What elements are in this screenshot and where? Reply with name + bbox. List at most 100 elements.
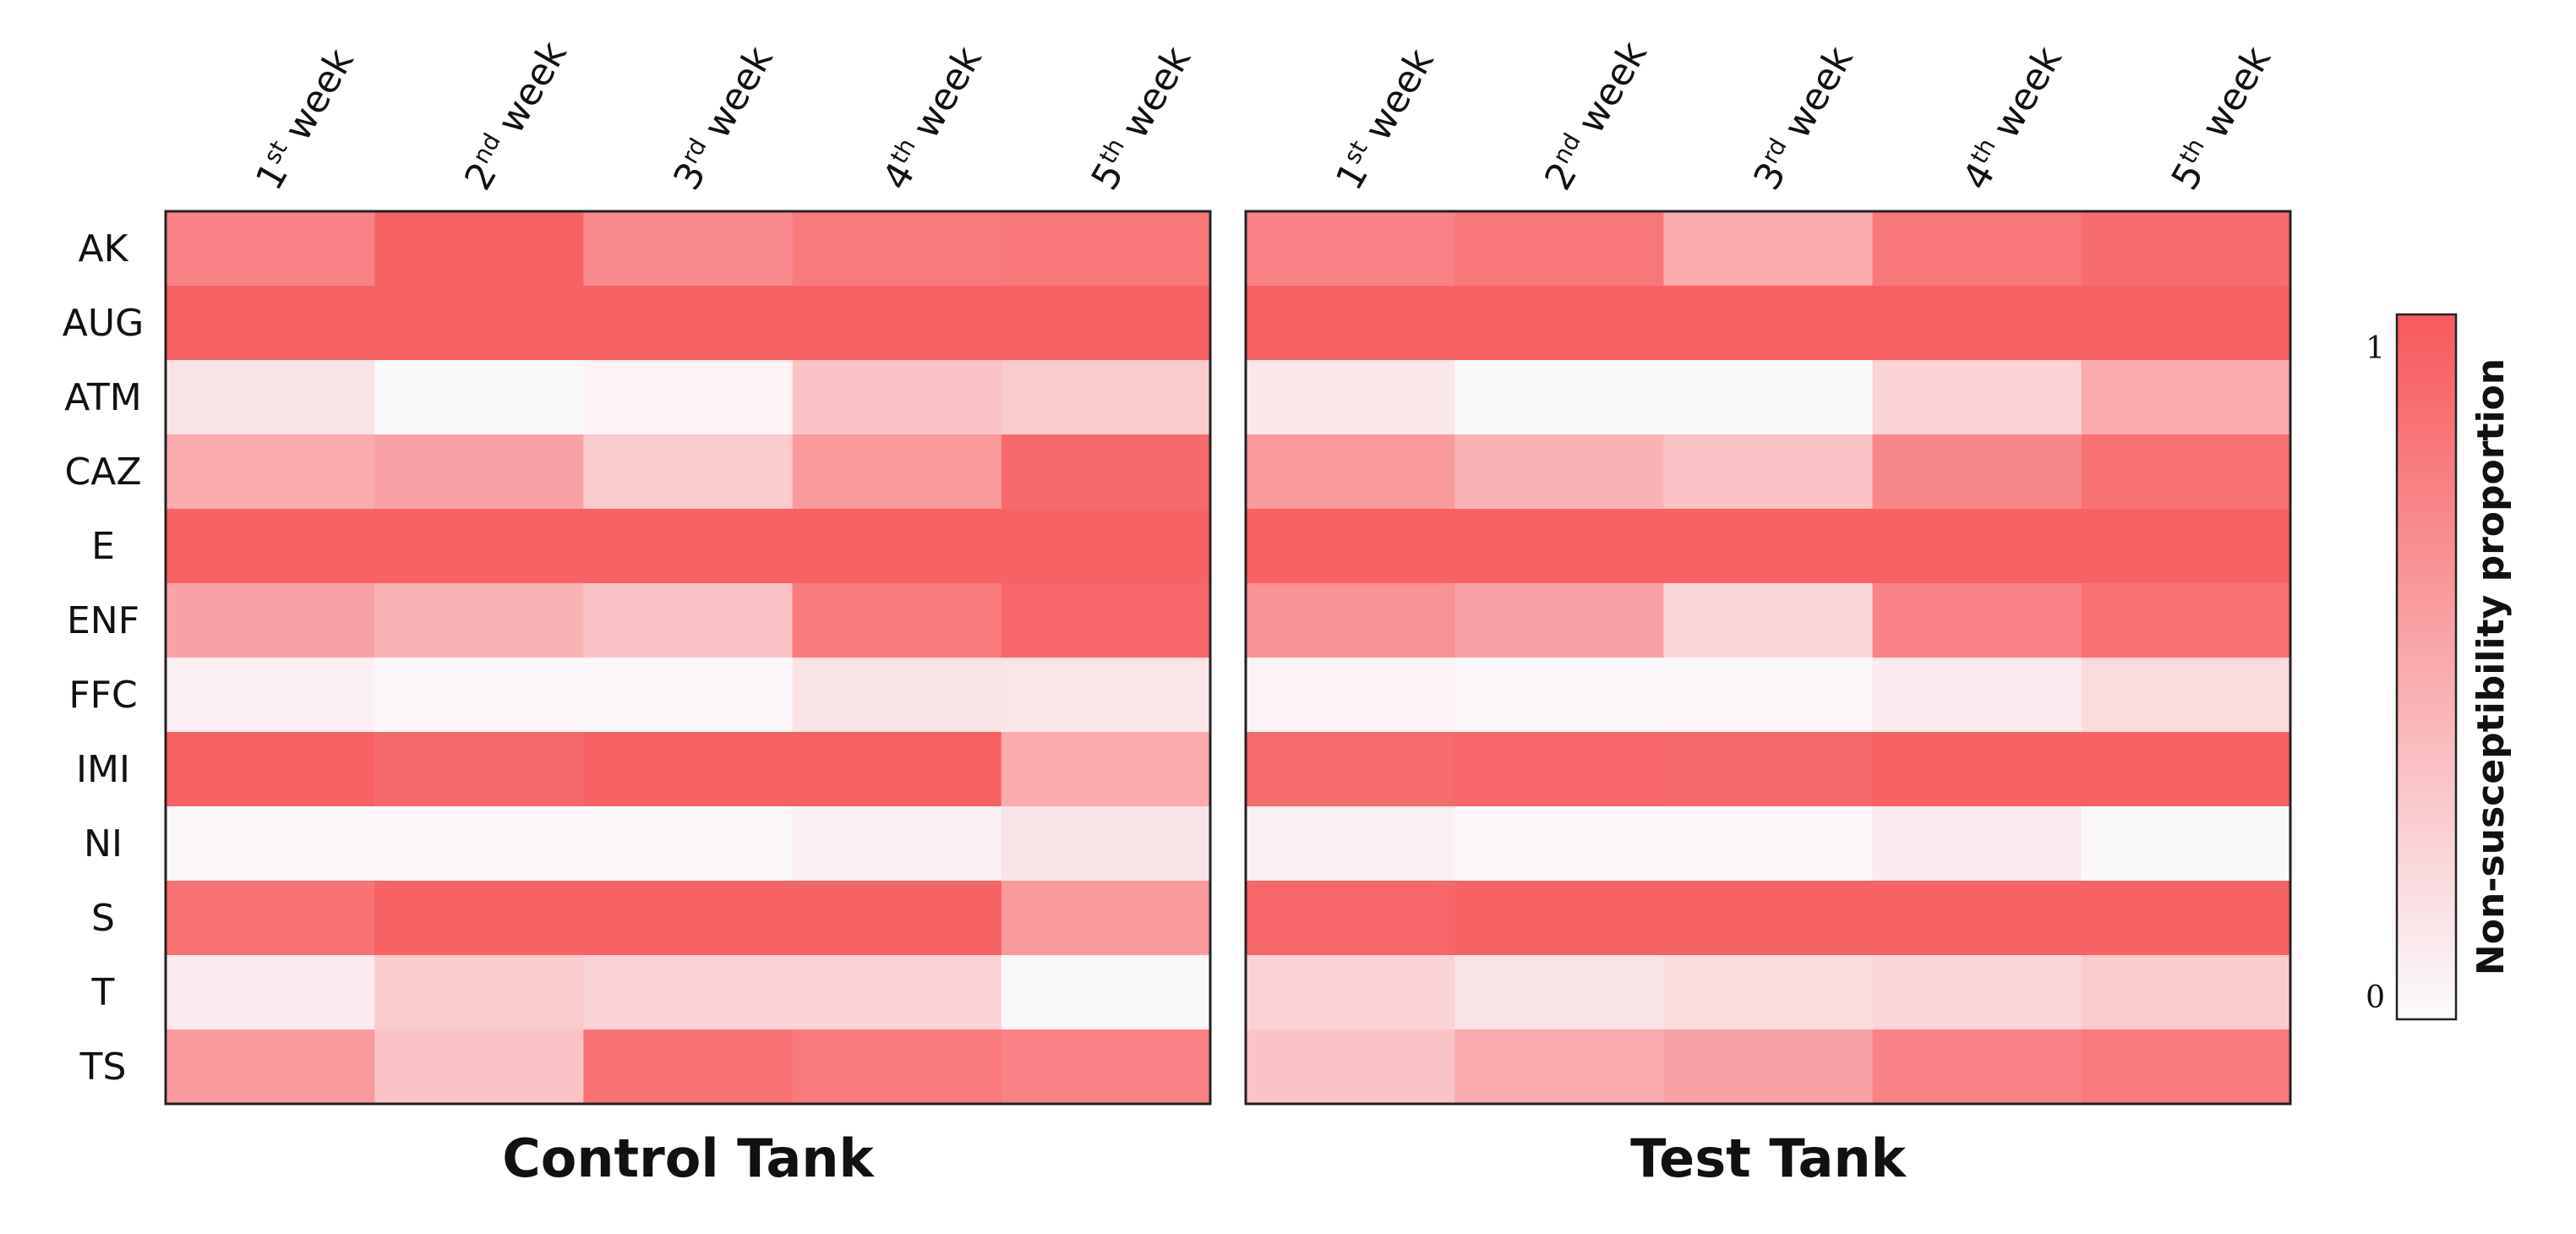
heatmap-cell [583,658,794,733]
row-label: AUG [63,302,144,345]
heatmap-cell [166,955,375,1030]
row-label: IMI [76,748,130,791]
heatmap-panel: 1st week 2nd week 3rd week 4th week 5th week… [164,34,1212,1189]
heatmap-cell [1872,286,2082,361]
heatmap-cell [1001,732,1211,807]
heatmap-cell [2081,360,2291,435]
panel-frame [1244,210,2292,1106]
heatmap-cell [374,583,584,658]
heatmap-cell [1001,955,1211,1030]
row-labels: AK AUG ATM CAZ E ENF FFC IMI NI ST TS [63,227,144,1089]
row-label: CAZ [65,450,142,494]
heatmap-cell [1454,806,1664,882]
heatmap-cell [166,658,375,733]
row-label: FFC [68,674,137,717]
heatmap-cell [1246,1029,1455,1105]
row-label: AK [79,227,129,270]
heatmap-cell [792,806,1002,882]
heatmap-cell [1872,806,2082,882]
heatmap-cell [1001,881,1211,956]
heatmap-cell [583,360,794,435]
heatmap-cell [1663,732,1874,807]
heatmap-cell [166,434,375,510]
heatmap-cell [1246,360,1455,435]
heatmap-panels: 1st week 2nd week 3rd week 4th week 5th week… [164,34,2292,1189]
heatmap-cell [1663,434,1874,510]
heatmap-cell [1246,806,1455,882]
heatmap-cell [1001,434,1211,510]
heatmap-cell [583,434,794,510]
heatmap-cell [2081,211,2291,287]
heatmap-cell [374,881,584,956]
heatmap-cell [792,583,1002,658]
heatmap-cell [374,806,584,882]
column-label: 5th week [2162,38,2279,197]
heatmap-cell [1663,509,1874,584]
heatmap-cell [1663,286,1874,361]
heatmap-cell [374,509,584,584]
heatmap-cell [374,360,584,435]
heatmap-cell [792,509,1002,584]
heatmap-cell [1454,360,1664,435]
heatmap-cell [1454,881,1664,956]
heatmap-cell [1872,955,2082,1030]
column-label: 4th week [873,38,991,197]
heatmap-cell [792,658,1002,733]
heatmap-cell [1663,211,1874,287]
row-label: NI [84,822,123,865]
heatmap-cell [374,286,584,361]
heatmap-cell [1246,732,1455,807]
heatmap-cell [583,1029,794,1105]
heatmap-cell [1872,658,2082,733]
row-label: ATM [64,376,142,419]
panel-title: Test Tank [1630,1128,1907,1189]
heatmap-cell [792,732,1002,807]
heatmap-cell [583,583,794,658]
heatmap-cell [583,881,794,956]
heatmap-cell [1872,360,2082,435]
heatmap-cell [1454,509,1664,584]
heatmap-cell [1663,360,1874,435]
heatmap-cell [1663,955,1874,1030]
heatmap-cell [1454,583,1664,658]
heatmap-cell [792,286,1002,361]
heatmap-cell [1246,658,1455,733]
heatmap-cell [1454,434,1664,510]
heatmap-cell [792,955,1002,1030]
heatmap-cell [1872,583,2082,658]
heatmap-cell [374,658,584,733]
heatmap-cell [166,211,375,287]
heatmap-cell [1246,286,1455,361]
heatmap-cell [1454,1029,1664,1105]
row-label: TS [79,1046,127,1089]
heatmap-cell [166,509,375,584]
heatmap-cell [1001,360,1211,435]
heatmap-cell [1454,658,1664,733]
column-label: 3rd week [664,38,782,197]
heatmap-cell [792,881,1002,956]
heatmap-cell [792,211,1002,287]
heatmap-cell [1001,286,1211,361]
heatmap-cell [1872,434,2082,510]
heatmap-cell [1001,509,1211,584]
colorbar-gradient [2395,313,2458,1021]
heatmap-cell [374,211,584,287]
heatmap-cell [1872,881,2082,956]
heatmap-cell [166,360,375,435]
heatmap-cell [1663,658,1874,733]
colorbar-min-label: 0 [2366,980,2385,1015]
heatmap-cell [2081,881,2291,956]
row-label: ENF [67,599,139,642]
heatmap-cell [374,434,584,510]
heatmap-cell [1663,806,1874,882]
heatmap-cell [1872,732,2082,807]
heatmap-cell [166,1029,375,1105]
heatmap-cell [583,509,794,584]
heatmap-panel: 1st week 2nd week 3rd week 4th week 5th week… [1244,34,2292,1189]
heatmap-cell [2081,732,2291,807]
column-label: 4th week [1953,38,2071,197]
heatmap-cell [1246,583,1455,658]
row-label: T [91,971,115,1014]
heatmap-cell [2081,434,2291,510]
